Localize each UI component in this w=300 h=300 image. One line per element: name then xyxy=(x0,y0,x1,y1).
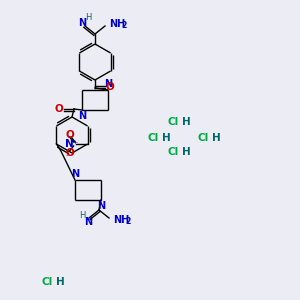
Text: -: - xyxy=(65,152,68,158)
Text: Cl: Cl xyxy=(168,117,179,127)
Text: N: N xyxy=(84,217,92,227)
Text: Cl: Cl xyxy=(168,147,179,157)
Text: N: N xyxy=(104,79,112,89)
Text: N: N xyxy=(78,111,86,121)
Text: H: H xyxy=(79,212,85,220)
Text: H: H xyxy=(56,277,65,287)
Text: O: O xyxy=(65,130,74,140)
Text: N: N xyxy=(71,169,79,179)
Text: H: H xyxy=(162,133,171,143)
Text: H: H xyxy=(212,133,221,143)
Text: O: O xyxy=(55,104,63,114)
Text: Cl: Cl xyxy=(198,133,209,143)
Text: Cl: Cl xyxy=(148,133,159,143)
Text: H: H xyxy=(85,14,91,22)
Text: 2: 2 xyxy=(121,20,126,29)
Text: H: H xyxy=(182,147,191,157)
Text: O: O xyxy=(106,82,114,92)
Text: 2: 2 xyxy=(125,217,130,226)
Text: O: O xyxy=(65,148,74,158)
Text: NH: NH xyxy=(109,19,125,29)
Text: NH: NH xyxy=(113,215,129,225)
Text: N: N xyxy=(65,139,74,149)
Text: H: H xyxy=(182,117,191,127)
Text: N: N xyxy=(97,201,105,211)
Text: N: N xyxy=(78,18,86,28)
Text: Cl: Cl xyxy=(42,277,53,287)
Text: +: + xyxy=(73,140,78,145)
